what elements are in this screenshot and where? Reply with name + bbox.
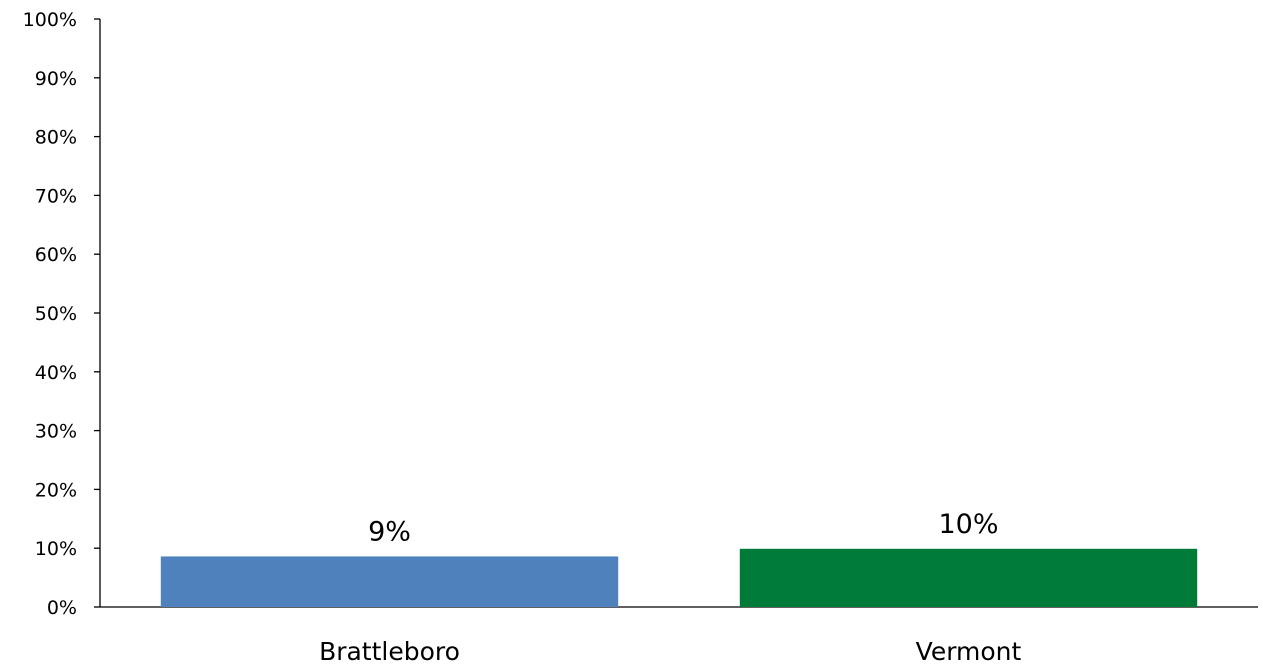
y-tick-label: 30%	[35, 421, 77, 443]
data-labels: 9% 10%	[368, 509, 998, 548]
data-label: 9%	[368, 516, 411, 547]
category-label: Vermont	[916, 637, 1022, 665]
y-tick-label: 20%	[35, 479, 77, 501]
y-tick-label: 80%	[35, 127, 77, 149]
bar-vermont	[739, 548, 1198, 607]
data-label: 10%	[938, 509, 998, 540]
y-tick-label: 0%	[47, 597, 77, 619]
y-tick-label: 70%	[35, 185, 77, 207]
y-tick-label: 10%	[35, 538, 77, 560]
bars	[160, 548, 1198, 607]
y-tick-label: 100%	[23, 9, 77, 31]
bar-brattleboro	[160, 556, 619, 607]
y-tick-label: 50%	[35, 303, 77, 325]
category-label: Brattleboro	[319, 637, 460, 665]
category-labels: Brattleboro Vermont	[319, 637, 1021, 665]
y-tick-label: 90%	[35, 68, 77, 90]
y-tick-label: 60%	[35, 244, 77, 266]
y-tick-label: 40%	[35, 362, 77, 384]
y-axis: 0% 10% 20% 30% 40% 50% 60% 70% 80% 90% 100%	[23, 9, 101, 619]
